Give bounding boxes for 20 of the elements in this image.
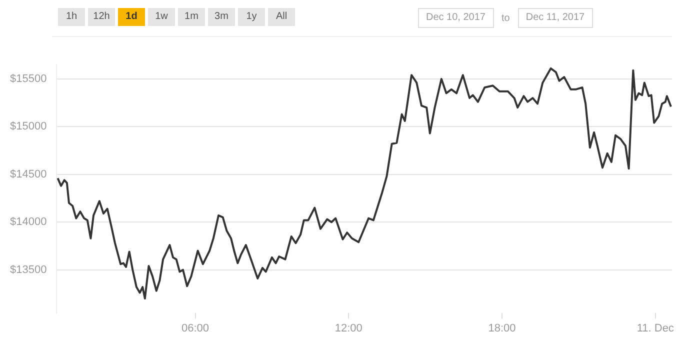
y-tick-label: $14500 (10, 168, 47, 180)
x-tick-label: 18:00 (488, 322, 516, 334)
text: 12h (88, 8, 115, 26)
text: 1h (58, 8, 85, 26)
x-tick-label: 06:00 (181, 322, 210, 334)
text: 1m (178, 8, 205, 26)
text: Dec 10, 2017 (418, 8, 494, 28)
text: 1w (148, 8, 175, 26)
x-tick-label: 12:00 (334, 322, 362, 334)
text: to (502, 12, 510, 24)
x-tick-label: 11. Dec (636, 322, 674, 334)
text: 3m (208, 8, 235, 26)
y-tick-label: $15500 (10, 72, 47, 85)
y-tick-label: $14000 (10, 216, 47, 228)
y-tick-label: $15000 (10, 120, 47, 133)
text: Dec 11, 2017 (518, 8, 593, 28)
text: 1y (238, 8, 265, 26)
text: All (268, 8, 295, 26)
y-tick-label: $13500 (10, 264, 47, 276)
text: 1d (118, 8, 145, 26)
